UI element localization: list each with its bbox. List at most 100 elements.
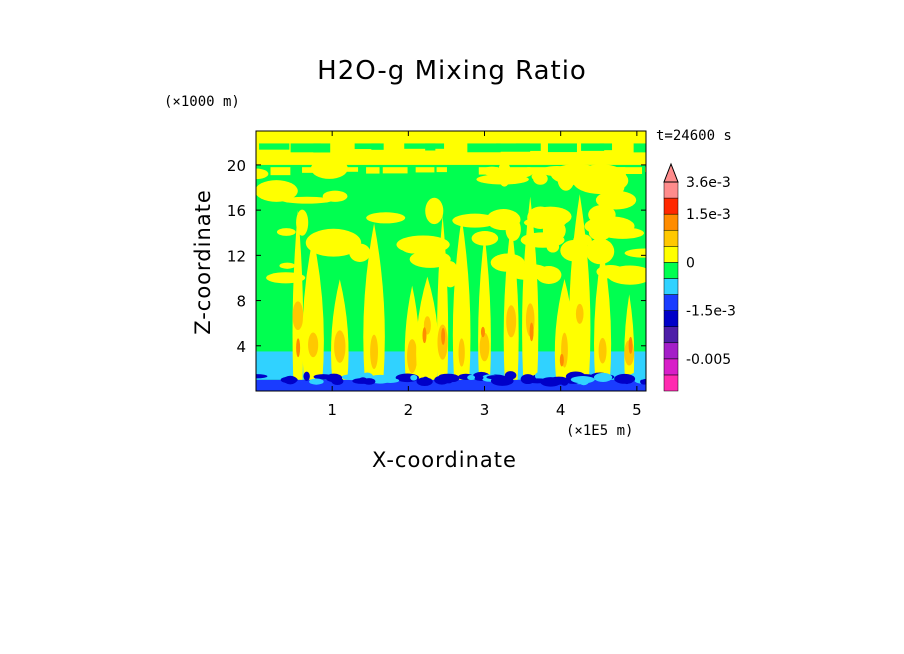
moist-patch	[366, 212, 406, 224]
plume-core	[480, 326, 485, 338]
y-tick-label: 16	[227, 202, 246, 220]
plume-core	[628, 336, 633, 354]
dry-strip	[404, 143, 445, 149]
moist-patch	[425, 197, 444, 225]
chart-title: H2O-g Mixing Ratio	[317, 56, 587, 86]
dry-strip	[496, 143, 531, 152]
dry-strip	[425, 143, 436, 151]
dry-strip	[259, 143, 290, 150]
x-tick-label: 1	[327, 401, 337, 419]
moist-strip	[415, 167, 435, 173]
moist-patch	[256, 168, 269, 180]
plume-core	[334, 330, 346, 363]
colorbar-extend-arrow	[663, 162, 679, 183]
plume-column	[363, 223, 385, 380]
moist-strip	[592, 167, 626, 176]
y-tick-label: 8	[236, 293, 246, 311]
surface-patch	[473, 375, 484, 381]
colorbar-segment	[663, 213, 679, 231]
surface-patch	[560, 378, 569, 386]
contour-field	[256, 131, 646, 391]
colorbar-label: 3.6e-3	[686, 175, 731, 191]
surface-patch	[640, 378, 646, 385]
plume-core	[441, 327, 446, 345]
plume-column	[569, 194, 591, 380]
plume-core	[296, 338, 301, 358]
colorbar-label: 1.5e-3	[686, 207, 731, 223]
dry-strip	[313, 143, 331, 153]
dry-strip	[515, 143, 541, 151]
colorbar-segment	[663, 181, 679, 199]
x-tick-label: 4	[556, 401, 566, 419]
moist-patch	[536, 266, 562, 284]
moist-patch	[505, 217, 521, 241]
colorbar-segment	[663, 197, 679, 215]
plume-core	[575, 303, 584, 324]
surface-patch	[283, 375, 297, 385]
moist-strip	[645, 167, 646, 173]
plume-column	[292, 210, 304, 380]
colorbar-segment	[663, 326, 679, 344]
moist-patch	[531, 171, 546, 181]
colorbar-segment	[663, 229, 679, 247]
moist-strip	[436, 167, 447, 173]
dry-strip	[290, 143, 321, 153]
plume-core	[370, 334, 378, 370]
plume-core	[479, 332, 490, 362]
plume-core	[529, 322, 534, 342]
dry-strip	[581, 143, 605, 151]
colorbar-segment	[663, 342, 679, 360]
moist-strip	[611, 167, 643, 175]
surface-patch	[410, 374, 418, 381]
field-surface	[256, 379, 646, 391]
plume-core	[308, 332, 319, 358]
y-tick-label: 12	[227, 247, 246, 265]
colorbar-segment	[663, 246, 679, 263]
plume-column	[594, 247, 612, 380]
x-axis-unit: (×1E5 m)	[566, 423, 634, 439]
surface-patch	[256, 374, 268, 379]
surface-patch	[490, 375, 514, 386]
plume-column	[302, 236, 324, 380]
surface-patch	[325, 373, 343, 383]
moist-patch	[256, 180, 298, 202]
plot-frame	[255, 130, 647, 392]
surface-patch	[520, 374, 535, 385]
x-axis-label: X-coordinate	[372, 448, 517, 472]
moist-patch	[276, 228, 296, 236]
surface-patch	[303, 371, 310, 382]
dry-strip	[633, 143, 646, 153]
dry-strip	[599, 143, 613, 151]
dry-strip	[354, 143, 380, 150]
x-tick-label: 5	[632, 401, 642, 419]
time-label: t=24600 s	[656, 128, 732, 144]
moist-strip	[507, 167, 531, 173]
y-tick-label: 20	[227, 157, 246, 175]
surface-patch	[309, 378, 324, 385]
dry-strip	[371, 143, 384, 150]
colorbar-segment	[663, 374, 679, 392]
surface-patch	[352, 378, 373, 384]
plume-column	[554, 279, 575, 380]
x-tick-label: 3	[480, 401, 490, 419]
moist-patch	[279, 262, 296, 269]
colorbar-label: 0	[686, 255, 695, 271]
colorbar-segment	[663, 310, 679, 327]
surface-patch	[570, 376, 595, 384]
dry-strip	[547, 143, 577, 153]
colorbar-segment	[663, 294, 679, 311]
plume-core	[407, 339, 418, 374]
moist-strip	[270, 167, 291, 176]
plume-core	[506, 305, 517, 338]
moist-strip	[478, 167, 499, 175]
moist-patch	[607, 265, 646, 285]
moist-strip	[302, 167, 321, 173]
y-axis-unit: (×1000 m)	[164, 94, 240, 110]
moist-strip	[324, 167, 359, 172]
moist-patch	[585, 238, 615, 265]
surface-patch	[593, 372, 613, 382]
moist-patch	[400, 238, 429, 254]
surface-patch	[421, 376, 430, 385]
moist-strip	[382, 167, 408, 174]
